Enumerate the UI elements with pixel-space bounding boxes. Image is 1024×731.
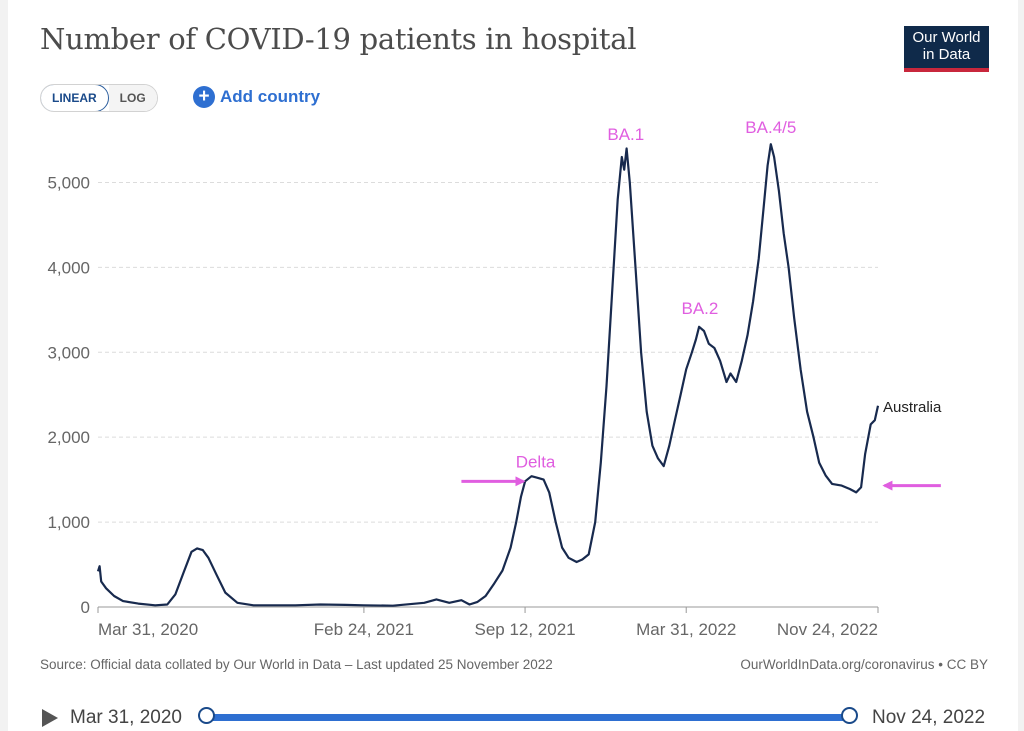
- y-tick-label: 0: [81, 598, 90, 617]
- x-tick-label: Mar 31, 2022: [636, 620, 736, 639]
- add-country-label: Add country: [220, 87, 321, 106]
- annotation-label: BA.4/5: [745, 118, 796, 137]
- plus-circle-icon: +: [193, 86, 215, 108]
- series-label-australia: Australia: [883, 399, 942, 416]
- timeline-end-handle[interactable]: [841, 707, 858, 724]
- x-tick-label: Feb 24, 2021: [314, 620, 414, 639]
- y-tick-label: 1,000: [47, 513, 90, 532]
- log-scale-button[interactable]: LOG: [108, 85, 157, 111]
- timeline-track[interactable]: [207, 714, 850, 721]
- series-line-australia: [96, 143, 880, 607]
- x-tick-label: Nov 24, 2022: [777, 620, 878, 639]
- scale-toggle: LINEAR LOG: [40, 84, 158, 112]
- timeline-start-label: Mar 31, 2020: [70, 707, 182, 728]
- play-icon[interactable]: [42, 709, 58, 727]
- timeline-start-handle[interactable]: [198, 707, 215, 724]
- add-country-button[interactable]: + Add country: [193, 86, 320, 108]
- source-note: Source: Official data collated by Our Wo…: [40, 657, 553, 672]
- timeline-end-label: Nov 24, 2022: [872, 707, 986, 728]
- annotation-label: BA.2: [681, 299, 718, 318]
- x-tick-label: Sep 12, 2021: [474, 620, 575, 639]
- logo-line-2: in Data: [922, 46, 971, 63]
- timeline-slider: Mar 31, 2020 Nov 24, 2022: [0, 700, 1024, 731]
- right-frame-edge: [1018, 0, 1024, 731]
- left-frame-edge: [0, 0, 8, 731]
- x-tick-label: Mar 31, 2020: [98, 620, 198, 639]
- owid-logo[interactable]: Our World in Data: [904, 26, 989, 72]
- y-tick-label: 4,000: [47, 258, 90, 277]
- linear-scale-button[interactable]: LINEAR: [40, 85, 109, 111]
- line-chart: 0 1,000 2,000 3,000 4,000 5,000 Mar 31, 2020 Fe…: [47, 118, 942, 639]
- y-tick-label: 5,000: [47, 173, 90, 192]
- y-tick-label: 3,000: [47, 343, 90, 362]
- annotation-label: Delta: [516, 453, 556, 472]
- annotation-label: BA.1: [607, 125, 644, 144]
- credit-link[interactable]: OurWorldInData.org/coronavirus • CC BY: [740, 657, 988, 672]
- chart-title: Number of COVID-19 patients in hospital: [40, 22, 637, 56]
- logo-line-1: Our World: [912, 29, 981, 46]
- y-tick-label: 2,000: [47, 428, 90, 447]
